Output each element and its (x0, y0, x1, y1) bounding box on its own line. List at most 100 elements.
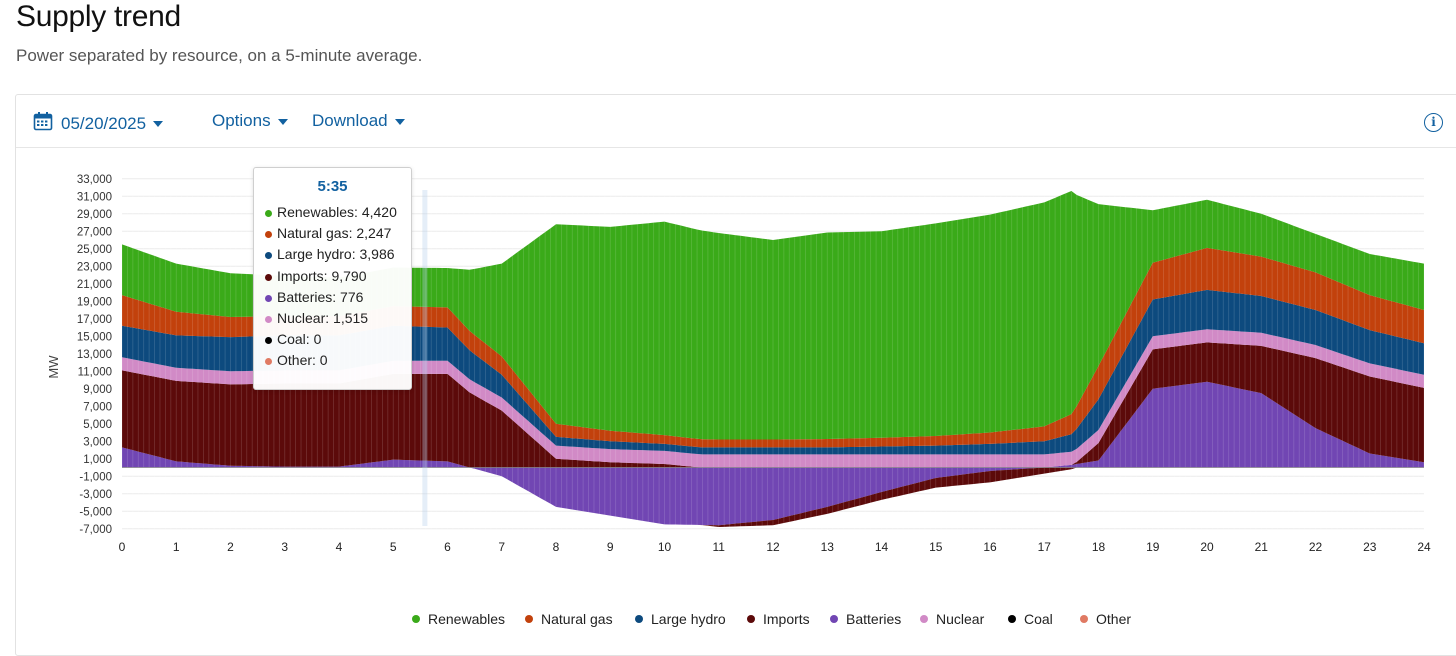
y-tick-label: 5,000 (83, 419, 112, 431)
legend-label: Nuclear (936, 611, 985, 627)
legend-dot-icon (1008, 615, 1016, 623)
x-tick-label: 0 (119, 540, 126, 554)
tooltip-value: 0 (313, 331, 322, 348)
y-tick-label: 29,000 (77, 209, 112, 221)
x-tick-label: 14 (875, 540, 889, 554)
series-batteries-negative (122, 467, 1424, 526)
x-tick-label: 10 (658, 540, 672, 554)
x-tick-label: 6 (444, 540, 451, 554)
legend-label: Coal (1024, 611, 1053, 627)
info-icon[interactable]: i (1424, 113, 1443, 132)
x-tick-label: 23 (1363, 540, 1377, 554)
legend-label: Imports (763, 611, 810, 627)
y-tick-label: 25,000 (77, 244, 112, 256)
hover-highlight (422, 190, 428, 526)
series-large-hydro-positive (122, 289, 1424, 455)
legend-item[interactable]: Imports (747, 611, 810, 627)
tooltip-label: Other: (277, 352, 320, 369)
legend-item[interactable]: Other (1080, 611, 1131, 627)
x-tick-label: 16 (983, 540, 997, 554)
legend-item[interactable]: Large hydro (635, 611, 726, 627)
date-label: 05/20/2025 (61, 113, 147, 133)
y-tick-label: 9,000 (83, 384, 112, 396)
chart-toolbar: 05/20/2025 Options Download i (16, 95, 1456, 148)
x-tick-label: 3 (281, 540, 288, 554)
y-tick-label: 15,000 (77, 331, 112, 343)
tooltip-label: Imports: (277, 267, 332, 284)
tooltip-row: Batteries: 776 (254, 289, 411, 310)
tooltip-label: Coal: (277, 331, 314, 348)
legend-dot-icon (830, 615, 838, 623)
x-tick-label: 5 (390, 540, 397, 554)
x-tick-label: 12 (766, 540, 780, 554)
legend-item[interactable]: Natural gas (525, 611, 613, 627)
y-tick-label: 19,000 (77, 296, 112, 308)
chart-legend: Renewables Natural gas Large hydro Imports B… (0, 611, 1456, 633)
legend-label: Natural gas (541, 611, 613, 627)
x-tick-label: 13 (821, 540, 835, 554)
legend-dot-icon (747, 615, 755, 623)
legend-item[interactable]: Nuclear (920, 611, 984, 627)
options-dropdown[interactable]: Options (212, 111, 288, 131)
download-label: Download (312, 111, 388, 130)
y-tick-label: -1,000 (79, 471, 112, 483)
options-label: Options (212, 111, 271, 130)
series-renewables-positive (122, 191, 1424, 440)
x-tick-label: 8 (553, 540, 560, 554)
x-tick-label: 7 (498, 540, 505, 554)
tooltip-row: Other: 0 (254, 352, 411, 373)
y-tick-label: 17,000 (77, 314, 112, 326)
tooltip-dot-icon (265, 337, 272, 345)
date-picker-button[interactable]: 05/20/2025 (33, 111, 164, 136)
legend-dot-icon (412, 615, 420, 623)
y-axis-title: MW (46, 355, 61, 379)
chevron-down-icon (394, 118, 405, 125)
legend-item[interactable]: Coal (1008, 611, 1053, 627)
tooltip-label: Nuclear: (277, 309, 334, 326)
y-tick-label: 3,000 (83, 436, 112, 448)
x-tick-label: 17 (1038, 540, 1052, 554)
y-tick-label: 11,000 (78, 366, 112, 378)
series-imports-positive (122, 342, 1424, 468)
y-tick-label: -3,000 (79, 489, 112, 501)
tooltip-label: Large hydro: (277, 246, 360, 263)
chevron-down-icon (153, 121, 164, 127)
x-tick-label: 9 (607, 540, 614, 554)
legend-label: Other (1096, 611, 1132, 627)
x-tick-label: 20 (1200, 540, 1214, 554)
y-tick-label: 23,000 (77, 261, 112, 273)
x-tick-label: 4 (336, 540, 343, 554)
tooltip-value: 0 (319, 352, 328, 369)
y-tick-label: 27,000 (77, 226, 112, 238)
legend-dot-icon (920, 615, 928, 623)
download-dropdown[interactable]: Download (312, 111, 405, 131)
series-natural-gas-positive (122, 247, 1424, 448)
tooltip-dot-icon (265, 252, 272, 260)
page-title: Supply trend (16, 0, 181, 33)
legend-item[interactable]: Renewables (412, 611, 505, 627)
tooltip-dot-icon (265, 315, 272, 323)
tooltip-row: Natural gas: 2,247 (254, 225, 411, 246)
tooltip-row: Coal: 0 (254, 331, 411, 352)
tooltip-dot-icon (265, 358, 272, 366)
tooltip-value: 4,420 (361, 204, 397, 220)
series-batteries-positive (122, 381, 1424, 468)
legend-dot-icon (1080, 615, 1088, 623)
legend-item[interactable]: Batteries (830, 611, 901, 627)
tooltip-label: Renewables: (277, 204, 362, 220)
legend-label: Batteries (846, 611, 902, 627)
supply-trend-chart: 33,00031,00029,00027,00025,00023,00021,0… (46, 174, 1431, 554)
tooltip-row: Large hydro: 3,986 (254, 246, 411, 267)
tooltip-dot-icon (265, 294, 272, 302)
tooltip-dot-icon (265, 231, 272, 239)
chevron-down-icon (277, 118, 288, 125)
calendar-icon (33, 111, 53, 136)
tooltip-dot-icon (265, 273, 272, 281)
legend-label: Large hydro (651, 611, 726, 627)
tooltip-row: Nuclear: 1,515 (254, 310, 411, 331)
x-tick-label: 2 (227, 540, 234, 554)
x-tick-label: 21 (1255, 540, 1269, 554)
tooltip-label: Natural gas: (277, 225, 357, 242)
y-tick-label: 31,000 (77, 191, 112, 203)
x-tick-label: 22 (1309, 540, 1323, 554)
